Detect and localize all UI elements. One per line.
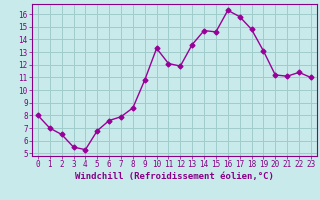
X-axis label: Windchill (Refroidissement éolien,°C): Windchill (Refroidissement éolien,°C) xyxy=(75,172,274,181)
